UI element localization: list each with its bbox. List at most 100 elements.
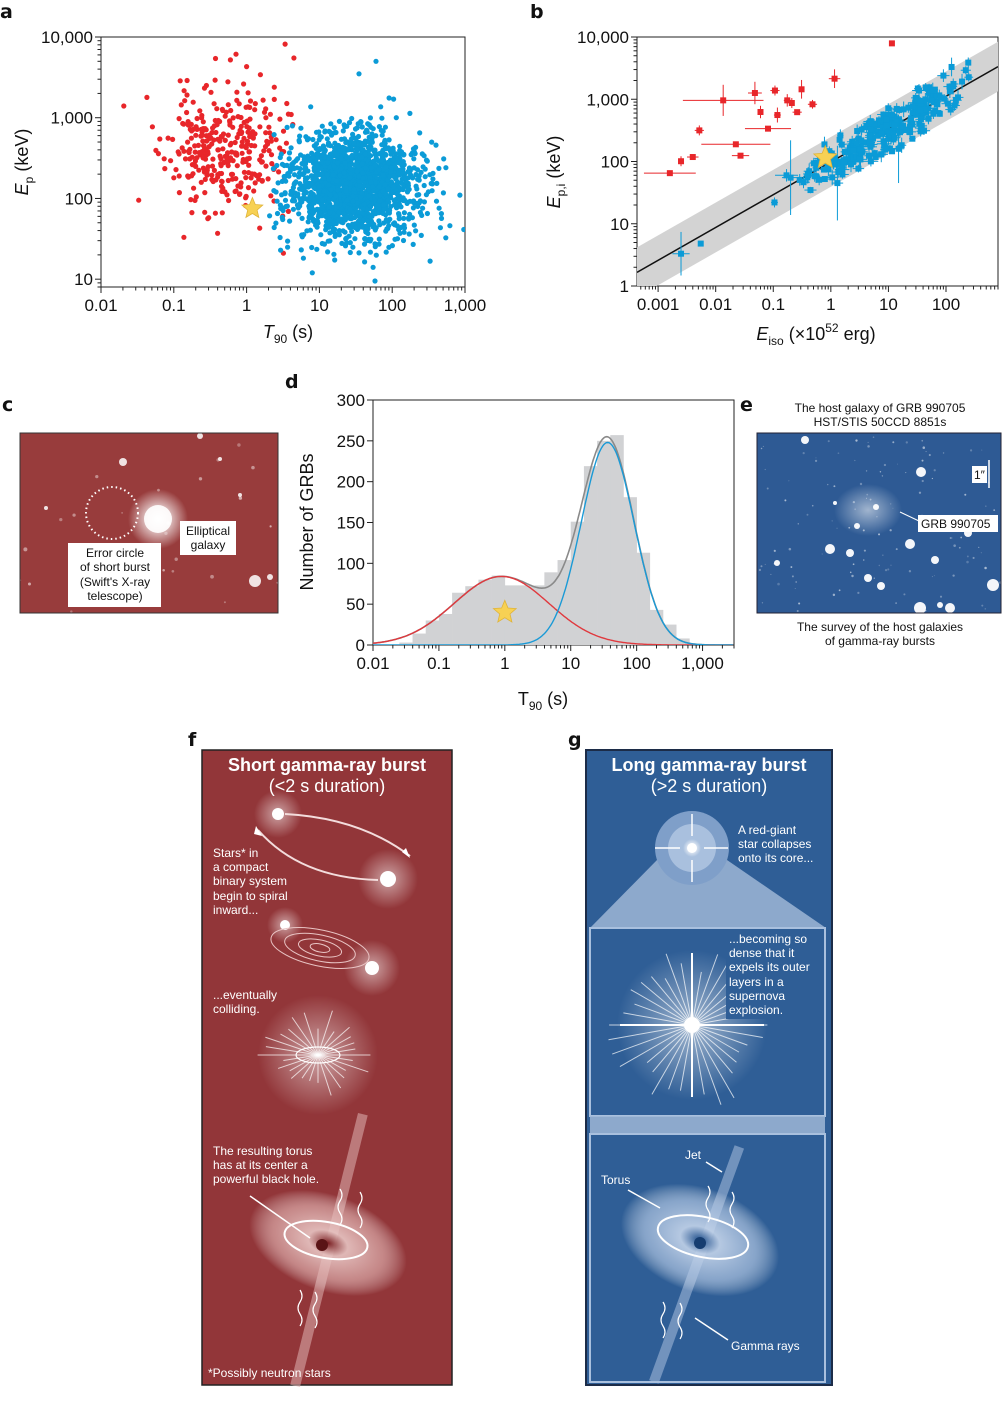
data-point [784, 97, 791, 104]
text-torus-1: The resulting torus [213, 1144, 312, 1158]
data-point [297, 133, 303, 139]
burst-ray [265, 1046, 319, 1056]
data-point [274, 162, 280, 169]
panel-label-f: f [188, 729, 197, 751]
data-point [857, 146, 864, 153]
data-point [962, 67, 969, 74]
star-point [825, 544, 835, 554]
data-point [149, 124, 155, 130]
data-point [181, 234, 187, 240]
image-title-1: The host galaxy of GRB 990705 [795, 401, 966, 415]
data-point [422, 174, 428, 180]
data-point [372, 278, 378, 284]
data-point [219, 210, 225, 216]
data-point [412, 151, 418, 157]
burst-ray [317, 1036, 351, 1056]
data-point [311, 184, 317, 190]
data-point [336, 232, 342, 238]
burst-ray [691, 954, 719, 1026]
data-point [277, 116, 283, 122]
data-point [380, 128, 386, 134]
data-point [226, 197, 232, 204]
data-point [872, 153, 879, 160]
y-tick-label: 0 [356, 636, 365, 655]
data-point [373, 58, 379, 64]
data-point [299, 232, 305, 238]
data-point [965, 74, 972, 81]
data-point [936, 110, 943, 117]
data-point [417, 130, 423, 136]
data-point [427, 258, 433, 264]
data-point [918, 103, 925, 110]
data-point [271, 84, 277, 90]
collision-burst-illustration [257, 995, 378, 1115]
data-point [298, 247, 304, 253]
data-point [157, 136, 163, 142]
data-point [285, 238, 291, 244]
scale-label: 1″ [974, 468, 986, 482]
data-point [194, 115, 200, 122]
data-point [342, 229, 348, 235]
data-point [394, 191, 400, 197]
star-point [945, 603, 955, 613]
data-point [423, 192, 429, 198]
text-torus-2: has at its center a [213, 1158, 308, 1172]
data-point [319, 197, 325, 203]
histogram-bar [504, 585, 519, 645]
data-point [177, 78, 183, 84]
data-point [278, 151, 284, 157]
data-point [347, 240, 353, 246]
faint-star [237, 443, 241, 447]
data-point [473, 172, 478, 177]
data-point [351, 186, 357, 192]
data-point [241, 119, 247, 125]
scatter-points [637, 40, 998, 286]
data-point [234, 97, 240, 103]
data-point [326, 203, 332, 210]
data-point [429, 188, 435, 194]
data-point [838, 141, 845, 148]
data-point [331, 125, 337, 131]
data-point [376, 167, 382, 173]
data-point [349, 115, 355, 122]
data-point [883, 122, 890, 129]
data-point [215, 172, 221, 178]
data-point [367, 144, 373, 150]
data-point [190, 99, 196, 105]
faint-star [878, 564, 881, 567]
data-point [161, 156, 167, 162]
data-point [287, 218, 293, 224]
data-point [883, 116, 890, 123]
data-point [391, 202, 398, 208]
data-point [181, 148, 187, 154]
data-point [211, 167, 217, 173]
data-point [244, 156, 250, 162]
data-point [430, 176, 436, 182]
data-point [259, 177, 265, 184]
data-point [807, 187, 814, 194]
text-spiral-5: inward... [213, 903, 258, 917]
data-point [327, 209, 333, 216]
data-point [213, 129, 219, 136]
pointer-line [899, 511, 920, 522]
star-point [905, 539, 915, 549]
data-point [839, 165, 846, 172]
data-point [430, 170, 436, 176]
data-point [286, 156, 292, 162]
histogram-bar [399, 642, 413, 645]
faint-star [790, 566, 793, 569]
data-point [678, 158, 685, 165]
data-point [813, 164, 820, 171]
data-point [290, 206, 296, 212]
burst-ray [317, 1054, 346, 1071]
data-point [396, 211, 402, 217]
data-point [282, 174, 288, 180]
data-point [388, 165, 395, 171]
data-point [225, 150, 231, 156]
faint-star [881, 475, 884, 477]
data-point [274, 210, 281, 217]
data-point [920, 127, 927, 134]
data-point [940, 72, 947, 79]
xlabel-main: E [756, 324, 769, 344]
